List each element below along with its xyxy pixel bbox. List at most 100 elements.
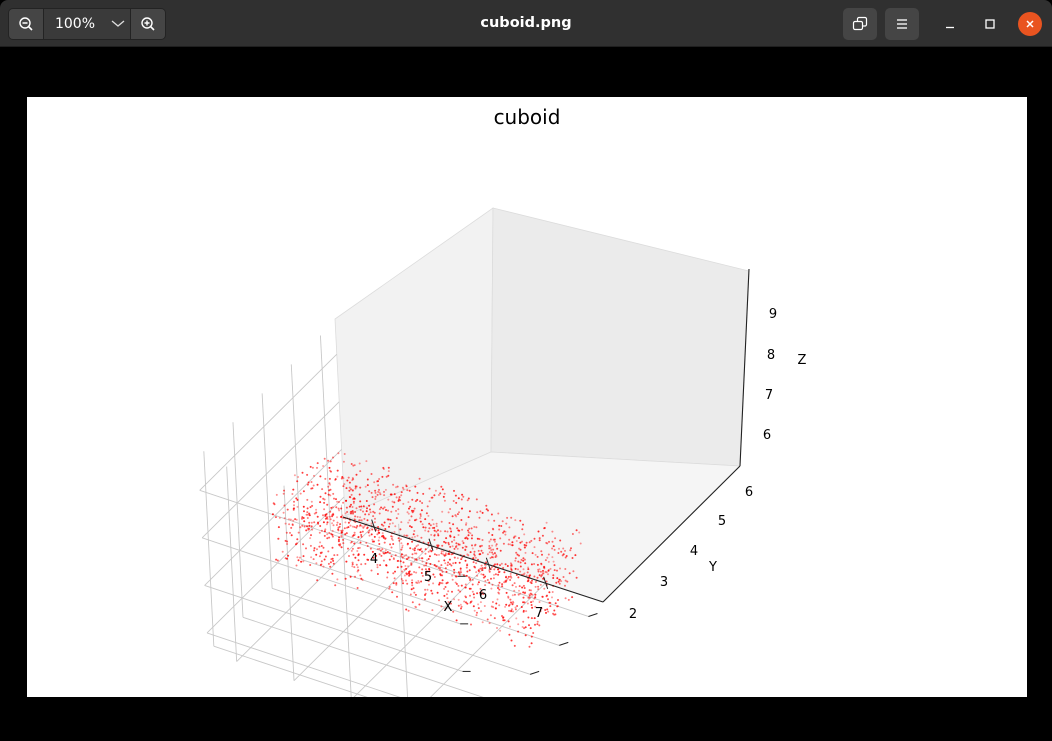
data-point [492, 548, 495, 551]
data-point [406, 534, 409, 537]
data-point [283, 517, 286, 520]
data-point [331, 529, 334, 532]
data-point [459, 571, 462, 574]
data-point [523, 587, 526, 589]
data-point [536, 576, 539, 579]
data-point [574, 554, 577, 557]
data-point [510, 516, 513, 519]
data-point [427, 550, 430, 553]
data-point [519, 541, 522, 544]
y-tick-label: 5 [718, 514, 726, 529]
data-point [354, 575, 356, 578]
data-point [456, 513, 459, 516]
data-point [390, 537, 393, 540]
data-point [429, 524, 432, 527]
data-point [340, 535, 343, 538]
data-point [301, 471, 304, 474]
zoom-level-dropdown[interactable]: 100% [43, 9, 131, 39]
data-point [336, 554, 339, 556]
data-point [322, 546, 325, 549]
data-point [440, 605, 443, 608]
data-point [384, 549, 387, 552]
data-point [287, 554, 290, 557]
data-point [530, 593, 533, 596]
data-point [411, 553, 414, 556]
data-point [554, 537, 557, 540]
data-point [531, 552, 534, 555]
data-point [474, 543, 477, 546]
data-point [491, 583, 494, 586]
data-point [311, 466, 314, 469]
data-point [313, 549, 315, 552]
data-point [331, 522, 334, 525]
data-point [348, 505, 351, 508]
data-point [327, 485, 330, 488]
restore-view-button[interactable] [843, 8, 877, 40]
data-point [519, 570, 522, 573]
side-grid-line [261, 393, 273, 589]
data-point [418, 566, 421, 569]
data-point [551, 556, 554, 559]
data-point [364, 513, 367, 516]
maximize-button[interactable] [978, 12, 1002, 36]
data-point [372, 510, 375, 513]
data-point [329, 518, 332, 521]
data-point [470, 537, 473, 540]
data-point [417, 544, 420, 547]
zoom-in-button[interactable] [131, 9, 165, 39]
data-point [293, 474, 296, 477]
data-point [527, 579, 530, 581]
data-point [422, 492, 425, 495]
data-point [449, 545, 452, 548]
data-point [514, 559, 517, 562]
data-point [294, 518, 297, 521]
data-point [276, 559, 279, 562]
image-canvas[interactable]: cuboid 4 5 6 7 [0, 48, 1052, 741]
data-point [537, 568, 540, 571]
data-point [496, 563, 499, 566]
data-point [406, 542, 409, 545]
data-point [508, 633, 511, 636]
data-point [389, 518, 392, 521]
data-point [325, 523, 328, 526]
data-point [432, 582, 435, 585]
data-point [551, 540, 554, 543]
data-point [508, 538, 511, 541]
data-point [473, 525, 476, 528]
data-point [374, 495, 377, 498]
data-point [510, 608, 513, 611]
data-point [400, 553, 403, 556]
main-menu-button[interactable] [885, 8, 919, 40]
data-point [491, 534, 494, 536]
data-point [356, 566, 359, 569]
data-point [517, 576, 520, 579]
close-button[interactable] [1018, 12, 1042, 36]
data-point [528, 596, 531, 599]
back-grid-line [206, 632, 401, 697]
data-point [297, 559, 300, 562]
data-point [467, 531, 470, 534]
data-point [371, 550, 374, 553]
data-point [356, 587, 359, 589]
data-point [408, 507, 410, 510]
data-point [495, 607, 497, 610]
data-point [483, 605, 486, 607]
data-point [358, 546, 361, 549]
data-point [444, 562, 447, 565]
pane-right [490, 207, 750, 467]
data-point [385, 564, 388, 567]
data-point [445, 570, 448, 573]
data-point [344, 577, 347, 580]
zoom-out-button[interactable] [9, 9, 43, 39]
data-point [523, 546, 526, 549]
data-point [331, 515, 334, 518]
zoom-out-icon [19, 17, 33, 31]
data-point [510, 576, 513, 579]
data-point [368, 490, 371, 493]
data-point [540, 607, 543, 610]
data-point [421, 560, 424, 563]
data-point [303, 525, 306, 528]
data-point [439, 492, 442, 495]
data-point [336, 469, 339, 472]
minimize-button[interactable] [938, 12, 962, 36]
